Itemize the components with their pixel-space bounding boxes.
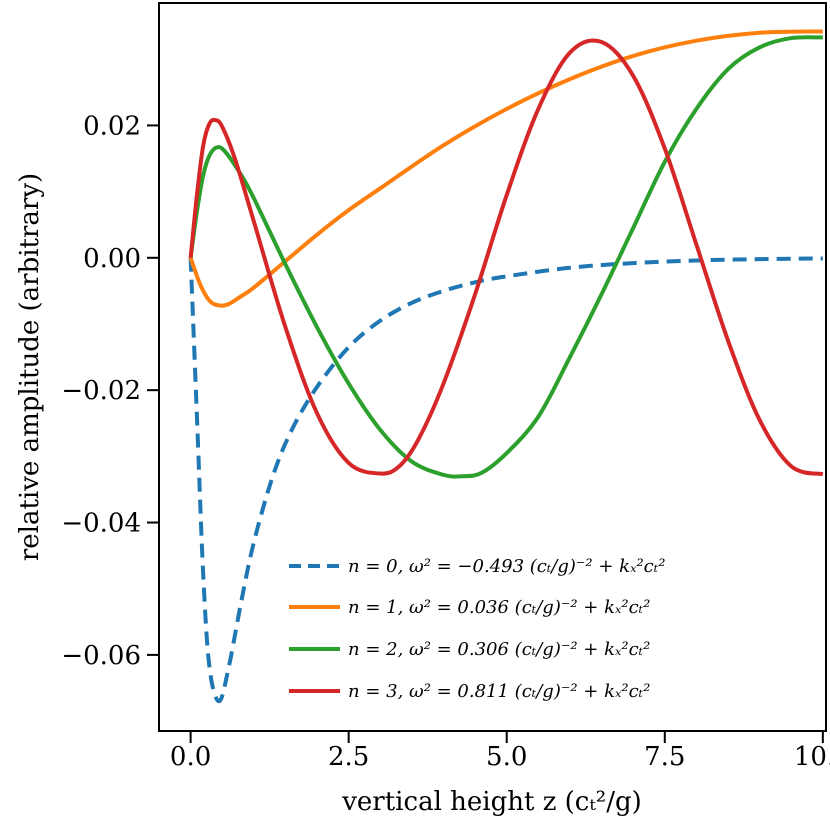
y-tick-label: −0.06 (61, 641, 141, 671)
legend-label-n1: n = 1, ω² = 0.036 (cₜ/g)⁻² + kₓ²cₜ² (348, 597, 650, 618)
legend: n = 0, ω² = −0.493 (cₜ/g)⁻² + kₓ²cₜ² n =… (289, 556, 665, 702)
series-layer (188, 29, 824, 704)
x-tick-label: 0.0 (170, 742, 211, 772)
x-tick-label: 7.5 (644, 742, 685, 772)
x-tick-label: 5.0 (486, 742, 527, 772)
y-tick-label: 0.02 (83, 111, 141, 141)
x-axis-label: vertical height z (cₜ²/g) (341, 787, 642, 817)
y-tick-label: −0.04 (61, 509, 141, 539)
y-axis-label: relative amplitude (arbitrary) (15, 173, 45, 561)
x-tick-label: 2.5 (328, 742, 369, 772)
plot-frame (158, 2, 827, 732)
x-tick-label: 10.0 (794, 742, 830, 772)
series-line-n2 (188, 35, 823, 479)
legend-label-n3: n = 3, ω² = 0.811 (cₜ/g)⁻² + kₓ²cₜ² (348, 681, 650, 702)
series-line-n1 (188, 29, 823, 308)
series-line-n3 (188, 38, 824, 477)
series-line-n0 (188, 256, 823, 704)
y-tick-label: −0.02 (61, 376, 141, 406)
legend-label-n0: n = 0, ω² = −0.493 (cₜ/g)⁻² + kₓ²cₜ² (348, 556, 665, 577)
legend-label-n2: n = 2, ω² = 0.306 (cₜ/g)⁻² + kₓ²cₜ² (348, 639, 650, 660)
ticks: 0.0 2.5 5.0 7.5 10.0 0.02 0.00 −0.02 −0.04 −0.06 (61, 111, 830, 772)
y-tick-label: 0.00 (83, 244, 141, 274)
